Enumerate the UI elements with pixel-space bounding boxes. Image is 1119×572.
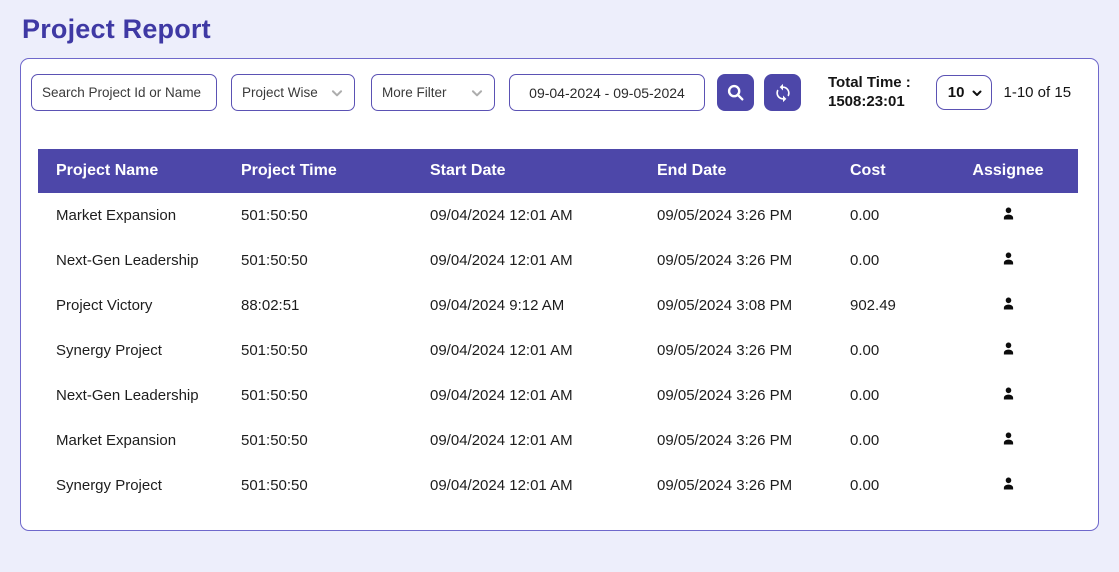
person-icon	[1003, 297, 1013, 310]
cell-end-date: 09/05/2024 3:26 PM	[657, 342, 793, 359]
table-row: Project Victory 88:02:51 09/04/2024 9:12…	[38, 283, 1078, 328]
chevron-down-icon	[331, 89, 343, 96]
person-icon	[1003, 432, 1013, 445]
project-wise-dropdown[interactable]: Project Wise	[231, 74, 355, 111]
cell-assignee	[938, 283, 1078, 328]
cell-project-name: Project Victory	[56, 297, 153, 314]
table-row: Market Expansion 501:50:50 09/04/2024 12…	[38, 418, 1078, 463]
table-row: Next-Gen Leadership 501:50:50 09/04/2024…	[38, 373, 1078, 418]
search-button[interactable]	[717, 74, 754, 111]
table-row: Synergy Project 501:50:50 09/04/2024 12:…	[38, 328, 1078, 373]
cell-assignee	[938, 238, 1078, 283]
cell-project-name: Market Expansion	[56, 432, 177, 449]
cell-project-name: Market Expansion	[56, 207, 177, 224]
refresh-button[interactable]	[764, 74, 801, 111]
cell-start-date: 09/04/2024 12:01 AM	[430, 252, 573, 269]
cell-cost: 0.00	[850, 207, 880, 224]
cell-end-date: 09/05/2024 3:08 PM	[657, 297, 793, 314]
project-wise-label: Project Wise	[242, 85, 318, 100]
cell-project-name: Next-Gen Leadership	[56, 387, 199, 404]
cell-cost: 0.00	[850, 252, 880, 269]
chevron-down-icon	[471, 89, 483, 96]
cell-project-time: 501:50:50	[241, 252, 308, 269]
refresh-icon	[775, 83, 790, 102]
total-time-label: Total Time :	[828, 74, 911, 92]
col-start-date: Start Date	[412, 149, 639, 193]
date-range-input[interactable]	[509, 74, 705, 111]
search-icon	[727, 84, 744, 101]
toolbar: Project Wise More Filter Total Time : 15…	[21, 59, 1098, 111]
col-cost: Cost	[832, 149, 938, 193]
cell-start-date: 09/04/2024 12:01 AM	[430, 432, 573, 449]
person-icon	[1003, 342, 1013, 355]
total-time-value: 1508:23:01	[828, 92, 905, 110]
table-row: Synergy Project 501:50:50 09/04/2024 12:…	[38, 463, 1078, 508]
cell-end-date: 09/05/2024 3:26 PM	[657, 387, 793, 404]
cell-assignee	[938, 373, 1078, 418]
person-icon	[1003, 207, 1013, 220]
cell-end-date: 09/05/2024 3:26 PM	[657, 432, 793, 449]
cell-start-date: 09/04/2024 9:12 AM	[430, 297, 565, 314]
cell-assignee	[938, 418, 1078, 463]
assignee-button[interactable]	[1000, 475, 1017, 492]
assignee-button[interactable]	[1000, 430, 1017, 447]
cell-project-time: 501:50:50	[241, 342, 308, 359]
table-row: Market Expansion 501:50:50 09/04/2024 12…	[38, 193, 1078, 238]
table-header: Project Name Project Time Start Date End…	[38, 149, 1078, 193]
page-title: Project Report	[22, 14, 211, 44]
assignee-button[interactable]	[1000, 205, 1017, 222]
cell-project-name: Next-Gen Leadership	[56, 252, 199, 269]
chevron-down-icon	[972, 90, 982, 96]
cell-cost: 0.00	[850, 477, 880, 494]
cell-project-time: 88:02:51	[241, 297, 300, 314]
cell-cost: 0.00	[850, 342, 880, 359]
person-icon	[1003, 387, 1013, 400]
assignee-button[interactable]	[1000, 250, 1017, 267]
person-icon	[1003, 477, 1013, 490]
cell-start-date: 09/04/2024 12:01 AM	[430, 207, 573, 224]
page-size-value: 10	[947, 84, 965, 101]
assignee-button[interactable]	[1000, 295, 1017, 312]
cell-project-time: 501:50:50	[241, 207, 308, 224]
cell-start-date: 09/04/2024 12:01 AM	[430, 342, 573, 359]
cell-assignee	[938, 193, 1078, 238]
cell-project-name: Synergy Project	[56, 477, 162, 494]
col-end-date: End Date	[639, 149, 832, 193]
col-project-name: Project Name	[38, 149, 223, 193]
assignee-button[interactable]	[1000, 340, 1017, 357]
cell-project-time: 501:50:50	[241, 387, 308, 404]
table-body: Market Expansion 501:50:50 09/04/2024 12…	[38, 193, 1078, 508]
cell-assignee	[938, 463, 1078, 508]
cell-start-date: 09/04/2024 12:01 AM	[430, 387, 573, 404]
total-time: Total Time : 1508:23:01	[828, 74, 911, 111]
cell-start-date: 09/04/2024 12:01 AM	[430, 477, 573, 494]
cell-project-time: 501:50:50	[241, 477, 308, 494]
more-filter-dropdown[interactable]: More Filter	[371, 74, 495, 111]
cell-end-date: 09/05/2024 3:26 PM	[657, 477, 793, 494]
cell-assignee	[938, 328, 1078, 373]
project-table: Project Name Project Time Start Date End…	[38, 149, 1078, 508]
cell-project-name: Synergy Project	[56, 342, 162, 359]
col-project-time: Project Time	[223, 149, 412, 193]
cell-project-time: 501:50:50	[241, 432, 308, 449]
table-row: Next-Gen Leadership 501:50:50 09/04/2024…	[38, 238, 1078, 283]
cell-end-date: 09/05/2024 3:26 PM	[657, 207, 793, 224]
cell-cost: 0.00	[850, 387, 880, 404]
pagination-range: 1-10 of 15	[1003, 84, 1072, 101]
cell-cost: 902.49	[850, 297, 896, 314]
col-assignee: Assignee	[938, 149, 1078, 193]
more-filter-label: More Filter	[382, 85, 447, 100]
cell-cost: 0.00	[850, 432, 880, 449]
page-size-select[interactable]: 10	[935, 75, 993, 110]
search-input[interactable]	[31, 74, 217, 111]
report-panel: Project Wise More Filter Total Time : 15…	[20, 58, 1099, 531]
assignee-button[interactable]	[1000, 385, 1017, 402]
person-icon	[1003, 252, 1013, 265]
cell-end-date: 09/05/2024 3:26 PM	[657, 252, 793, 269]
